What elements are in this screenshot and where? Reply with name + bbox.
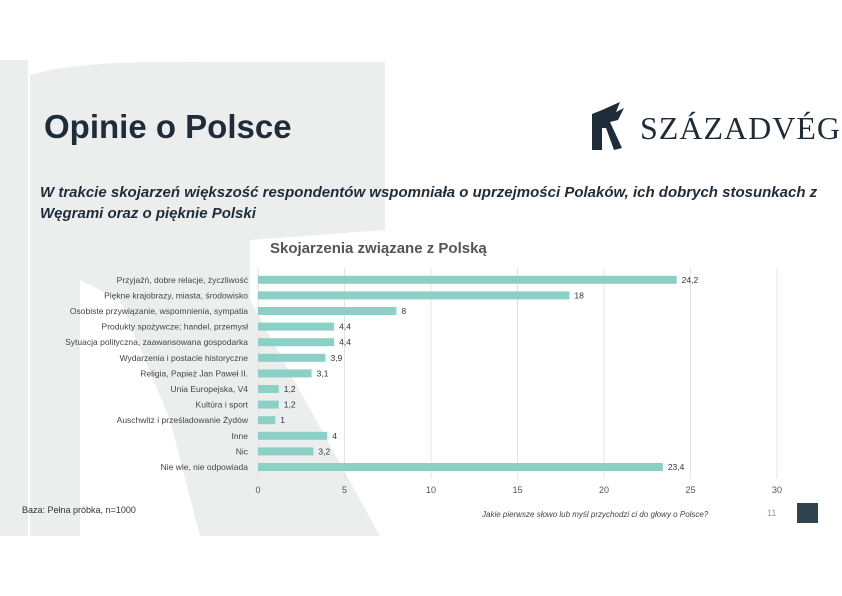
x-tick-label: 0 xyxy=(255,485,260,495)
category-label: Osobiste przywiązanie, wspomnienia, symp… xyxy=(70,306,248,316)
data-label: 8 xyxy=(401,306,406,316)
x-tick-label: 30 xyxy=(772,485,782,495)
x-tick-label: 10 xyxy=(426,485,436,495)
watermark-shape-main xyxy=(30,61,385,536)
bar xyxy=(258,338,335,347)
category-label: Nic xyxy=(236,446,249,456)
x-tick-label: 5 xyxy=(342,485,347,495)
bar xyxy=(258,431,328,440)
chart-title: Skojarzenia związane z Polską xyxy=(270,240,487,257)
category-label: Religia, Papież Jan Paweł II. xyxy=(140,368,248,378)
data-label: 1,2 xyxy=(284,400,296,410)
bar xyxy=(258,322,335,331)
page-title: Opinie o Polsce xyxy=(44,108,292,145)
x-tick-label: 15 xyxy=(512,485,522,495)
bar xyxy=(258,275,677,284)
data-label: 18 xyxy=(574,290,584,300)
corner-square xyxy=(797,503,818,523)
logo-text: SZÁZADVÉG xyxy=(640,110,841,146)
bar xyxy=(258,463,663,471)
category-label: Unia Europejska, V4 xyxy=(171,384,249,394)
szazadveg-emblem-icon xyxy=(592,102,624,150)
data-label: 3,1 xyxy=(317,368,329,378)
data-label: 3,9 xyxy=(330,353,342,363)
base-note: Baza: Pełna próbka, n=1000 xyxy=(22,505,136,515)
category-label: Inne xyxy=(231,431,248,441)
bar xyxy=(258,400,279,409)
slide-subtitle: W trakcie skojarzeń większość respondent… xyxy=(40,184,818,222)
category-label: Nie wie, nie odpowiada xyxy=(161,462,249,472)
company-logo: SZÁZADVÉG xyxy=(588,100,840,156)
bar xyxy=(258,447,314,456)
category-label: Produkty spożywcze; handel, przemysł xyxy=(102,322,249,332)
bar xyxy=(258,416,276,425)
category-label: Auschwitz i prześladowanie Żydów xyxy=(117,415,249,425)
x-tick-label: 25 xyxy=(685,485,695,495)
data-label: 4 xyxy=(332,431,337,441)
category-label: Wydarzenia i postacie historyczne xyxy=(120,353,249,363)
data-label: 3,2 xyxy=(318,446,330,456)
data-label: 1 xyxy=(280,415,285,425)
survey-question: Jakie pierwsze słowo lub myśl przychodzi… xyxy=(482,510,709,519)
bar xyxy=(258,385,279,393)
bar xyxy=(258,291,570,300)
data-label: 24,2 xyxy=(682,275,699,285)
category-label: Sytuacja polityczna, zaawansowana gospod… xyxy=(65,337,248,347)
category-label: Przyjaźń, dobre relacje, życzliwość xyxy=(117,275,249,285)
x-tick-label: 20 xyxy=(599,485,609,495)
data-label: 1,2 xyxy=(284,384,296,394)
bar xyxy=(258,307,397,315)
bar xyxy=(258,353,326,362)
page-number: 11 xyxy=(767,508,777,518)
bar-chart: 0 5 10 15 20 25 30 Przyjaźń, dobre relacje, życ… xyxy=(65,268,782,495)
watermark-shape-left xyxy=(0,60,28,536)
category-label: Piękne krajobrazy, miasta, środowisko xyxy=(104,290,248,300)
category-label: Kultúra i sport xyxy=(196,400,249,410)
data-label: 4,4 xyxy=(339,337,351,347)
data-label: 23,4 xyxy=(668,462,685,472)
data-label: 4,4 xyxy=(339,322,351,332)
bar xyxy=(258,369,312,378)
